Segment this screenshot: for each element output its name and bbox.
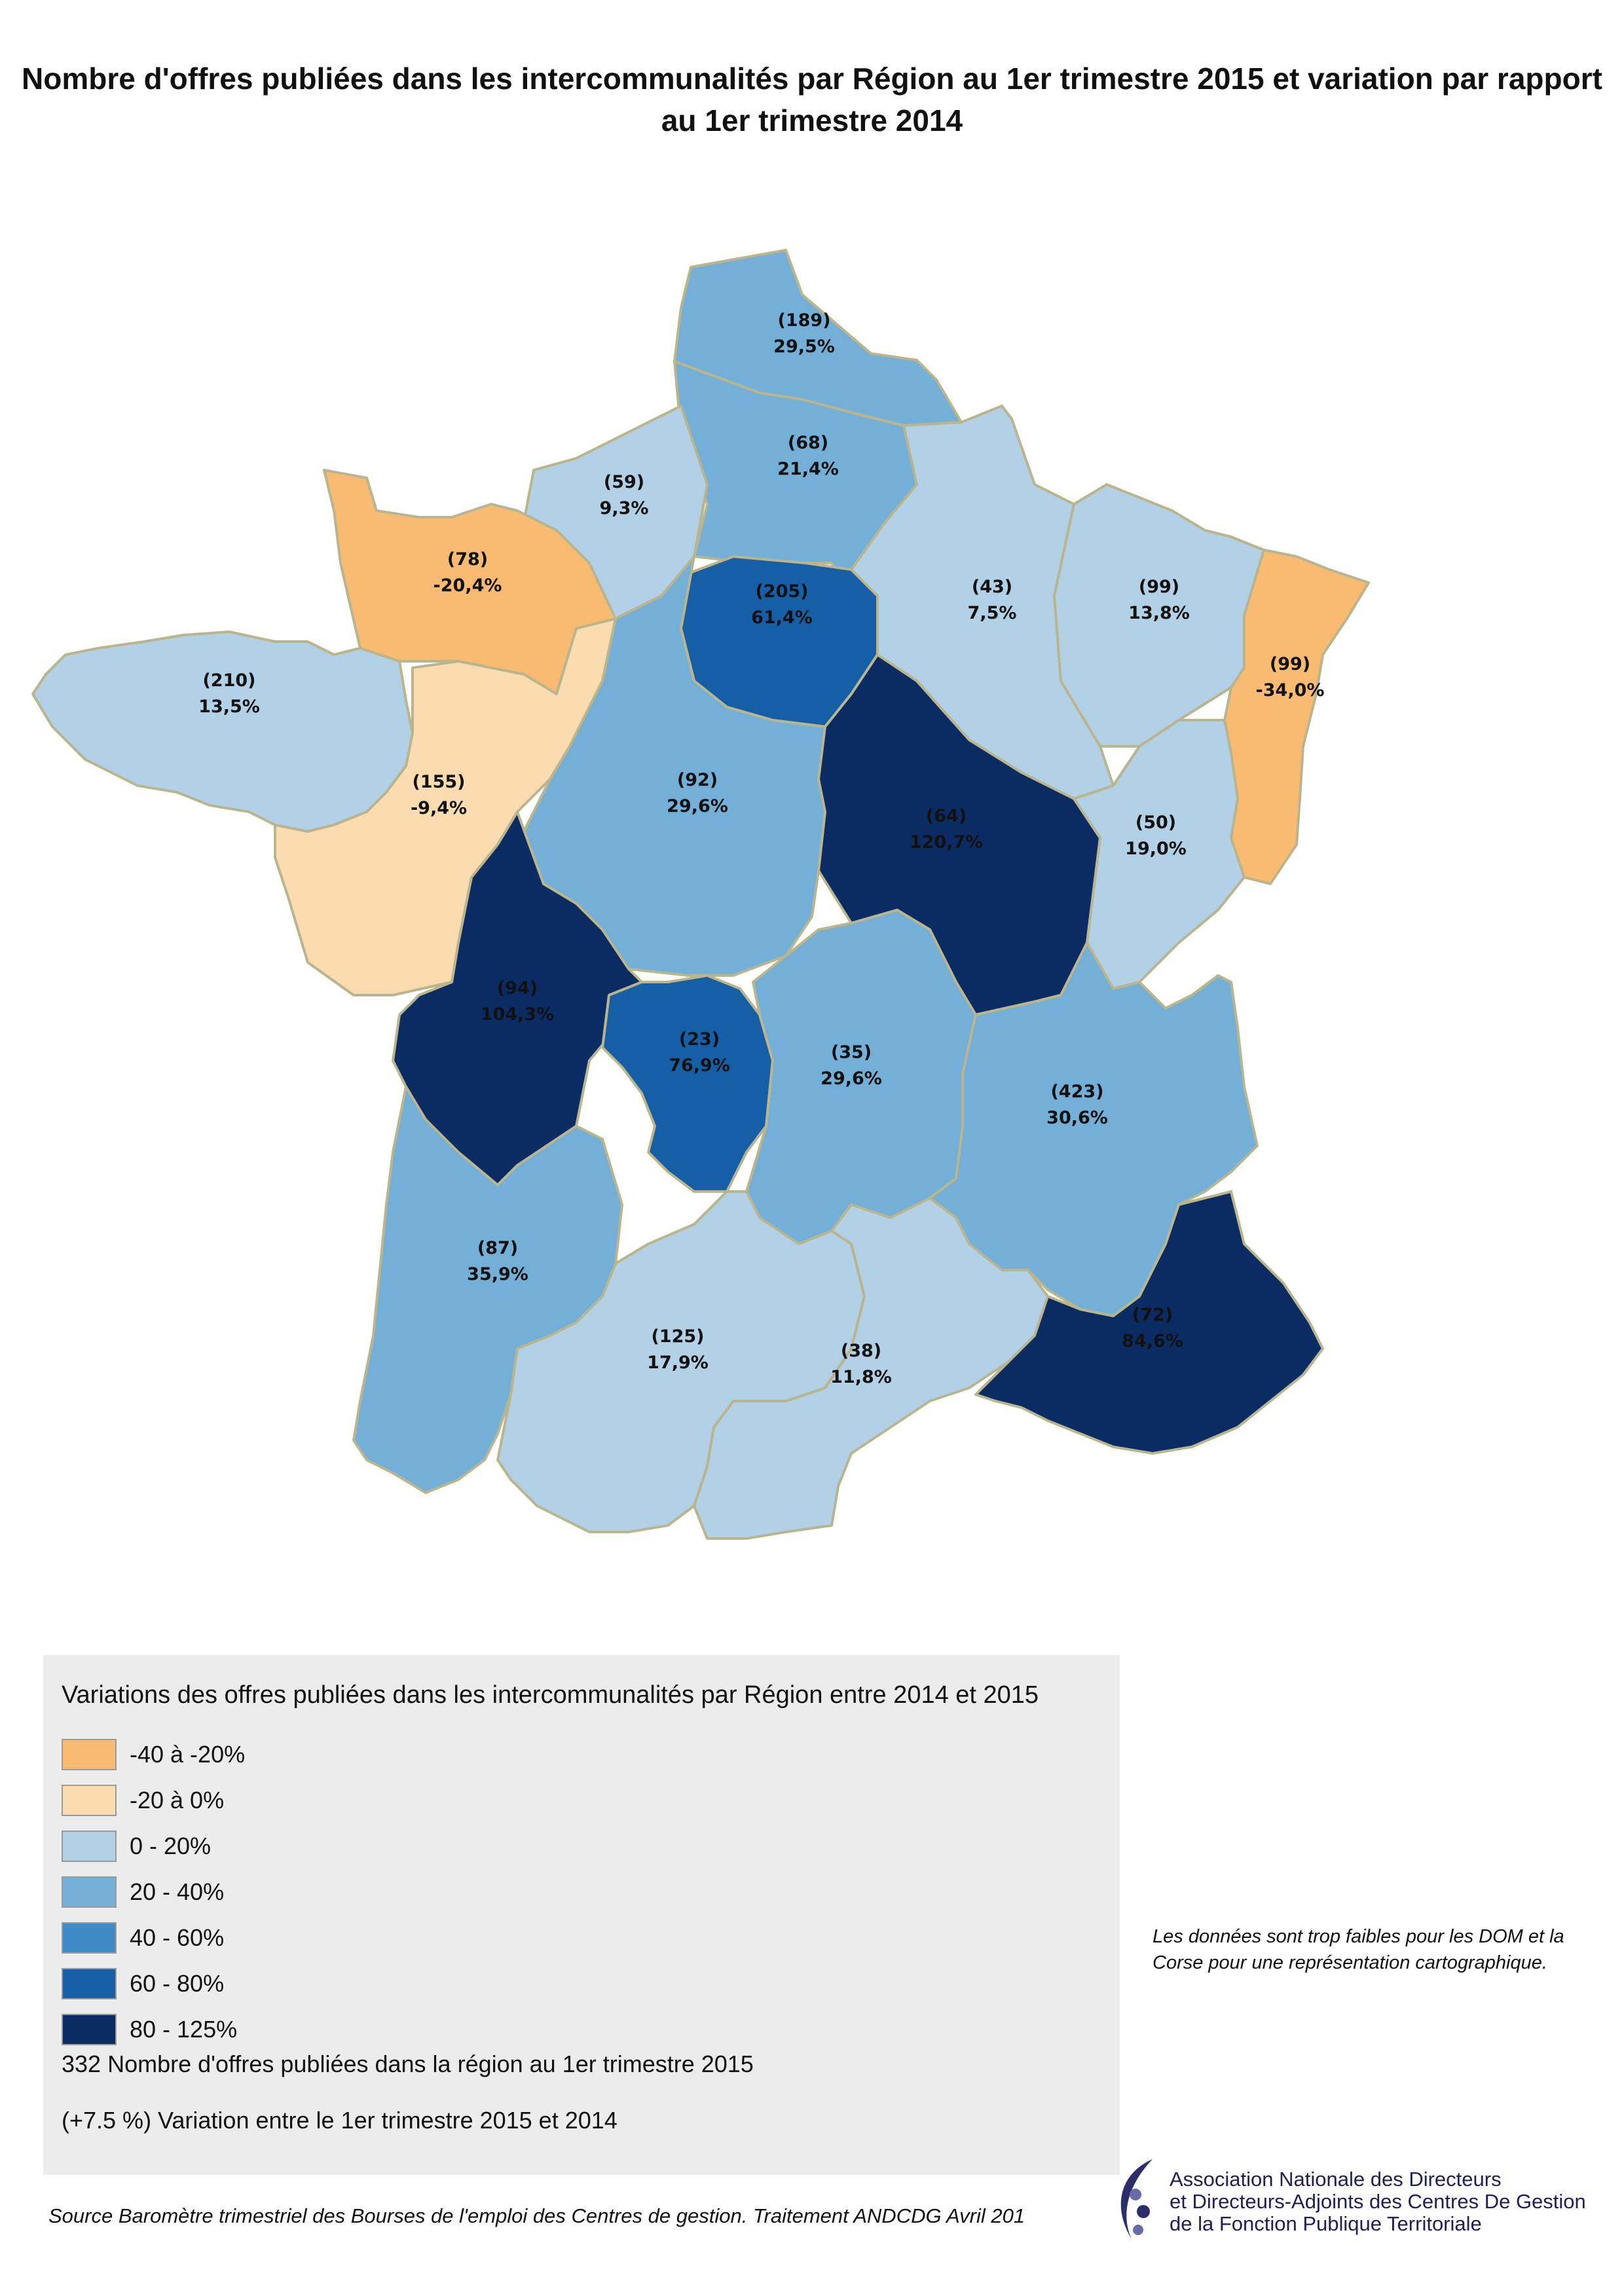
legend-swatch: [62, 1831, 117, 1862]
region-variation-poitou-charentes: 104,3%: [481, 1004, 554, 1025]
andcdg-logo-icon: [1120, 2159, 1153, 2239]
legend-swatch: [62, 1968, 117, 1999]
legend-swatch: [62, 1739, 117, 1770]
organization-line-2: et Directeurs-Adjoints des Centres De Ge…: [1170, 2190, 1586, 2213]
region-count-limousin: (23): [679, 1029, 720, 1049]
source-note: Source Baromètre trimestriel des Bourses…: [48, 2204, 1025, 2227]
legend-item: 20 - 40%: [62, 1875, 224, 1909]
region-count-auvergne: (35): [831, 1042, 872, 1063]
region-count-franche-comte: (50): [1135, 812, 1176, 833]
region-variation-centre: 29,6%: [667, 796, 728, 816]
region-variation-bourgogne: 120,7%: [910, 832, 983, 852]
region-count-ile-de-france: (205): [755, 581, 808, 602]
region-variation-auvergne: 29,6%: [821, 1068, 882, 1089]
legend-label: 60 - 80%: [130, 1970, 225, 1997]
legend-item: -40 à -20%: [62, 1738, 245, 1772]
region-variation-alsace: -34,0%: [1256, 680, 1325, 701]
region-variation-rhone-alpes: 30,6%: [1046, 1108, 1108, 1128]
legend-item: 0 - 20%: [62, 1829, 211, 1863]
legend-swatch: [62, 1922, 117, 1954]
legend-label: 20 - 40%: [130, 1878, 225, 1905]
legend-title: Variations des offres publiées dans les …: [62, 1681, 1039, 1709]
region-count-paca: (72): [1132, 1305, 1173, 1325]
organization-line-3: de la Fonction Publique Territoriale: [1170, 2212, 1482, 2235]
region-variation-haute-normandie: 9,3%: [600, 498, 649, 519]
region-variation-bretagne: 13,5%: [198, 697, 260, 717]
legend-item: 80 - 125%: [62, 2013, 237, 2047]
map-title: Nombre d'offres publiées dans les interc…: [22, 62, 1602, 137]
region-count-alsace: (99): [1270, 654, 1310, 674]
dom-corse-note: Les données sont trop faibles pour les D…: [1153, 1926, 1564, 1973]
region-variation-ile-de-france: 61,4%: [751, 608, 813, 628]
region-count-champagne-ardenne: (43): [972, 577, 1012, 597]
region-count-basse-normandie: (78): [447, 549, 488, 570]
legend-label: 80 - 125%: [130, 2016, 238, 2043]
legend-label: 40 - 60%: [130, 1924, 225, 1951]
region-count-picardie: (68): [788, 433, 828, 453]
region-bretagne: [31, 630, 414, 833]
region-variation-champagne-ardenne: 7,5%: [968, 603, 1017, 623]
region-variation-pays-de-la-loire: -9,4%: [411, 798, 467, 818]
region-variation-nord-pas-de-calais: 29,5%: [773, 337, 835, 357]
legend-count-note: 332 Nombre d'offres publiées dans la rég…: [62, 2050, 754, 2077]
legend-label: -20 à 0%: [130, 1787, 225, 1813]
region-variation-aquitaine: 35,9%: [467, 1264, 528, 1285]
region-variation-franche-comte: 19,0%: [1125, 839, 1187, 859]
organization-line-1: Association Nationale des Directeurs: [1170, 2168, 1502, 2191]
region-variation-basse-normandie: -20,4%: [434, 575, 502, 596]
legend-item: 60 - 80%: [62, 1967, 224, 2001]
region-count-languedoc-roussillon: (38): [841, 1341, 881, 1361]
region-variation-paca: 84,6%: [1122, 1331, 1183, 1351]
region-variation-limousin: 76,9%: [669, 1055, 730, 1076]
region-variation-languedoc-roussillon: 11,8%: [830, 1367, 892, 1387]
region-count-haute-normandie: (59): [604, 472, 644, 492]
region-variation-lorraine: 13,8%: [1128, 603, 1190, 623]
legend-item: 40 - 60%: [62, 1921, 224, 1955]
region-count-aquitaine: (87): [477, 1238, 518, 1258]
region-alsace: [1223, 549, 1370, 885]
region-count-bourgogne: (64): [926, 806, 967, 826]
legend-label: 0 - 20%: [130, 1832, 212, 1859]
region-count-nord-pas-de-calais: (189): [777, 310, 830, 331]
region-count-rhone-alpes: (423): [1050, 1082, 1103, 1102]
region-count-pays-de-la-loire: (155): [412, 772, 465, 792]
region-variation-picardie: 21,4%: [777, 459, 839, 479]
legend-swatch: [62, 1785, 117, 1816]
legend-label: -40 à -20%: [130, 1741, 246, 1768]
legend-swatch: [62, 2014, 117, 2045]
region-count-midi-pyrenees: (125): [651, 1326, 704, 1347]
region-franche-comte: [1073, 719, 1246, 990]
region-count-centre: (92): [677, 770, 718, 790]
region-count-poitou-charentes: (94): [497, 978, 538, 998]
region-paca: [974, 1190, 1324, 1455]
legend-panel: Variations des offres publiées dans les …: [43, 1655, 1120, 2175]
region-poitou-charentes: [392, 811, 643, 1186]
legend-item: -20 à 0%: [62, 1783, 224, 1817]
region-count-lorraine: (99): [1139, 577, 1179, 597]
organization-name: Association Nationale des Directeurs et …: [1170, 2168, 1586, 2235]
region-variation-midi-pyrenees: 17,9%: [647, 1353, 709, 1373]
region-languedoc-roussillon: [693, 1197, 1049, 1540]
legend-swatch: [62, 1876, 117, 1908]
region-limousin: [601, 974, 774, 1193]
france-regions-map: (189) 29,5% (68) 21,4% (59) 9,3% (78) -20,4% (20…: [31, 249, 1370, 1540]
region-count-bretagne: (210): [202, 670, 255, 691]
legend-variation-note: (+7.5 %) Variation entre le 1er trimestr…: [62, 2107, 618, 2134]
